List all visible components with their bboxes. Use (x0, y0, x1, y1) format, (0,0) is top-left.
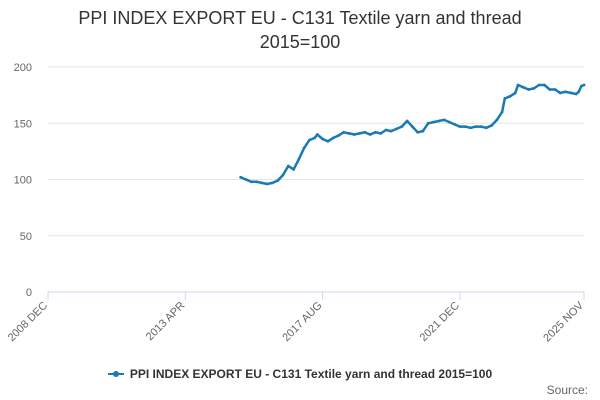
data-point (286, 164, 290, 168)
data-point (508, 94, 512, 98)
data-point (400, 125, 404, 128)
data-point (537, 83, 541, 87)
data-point (321, 137, 324, 141)
series-group (239, 83, 586, 186)
data-point (358, 132, 361, 135)
data-point (577, 90, 581, 94)
data-point (513, 91, 517, 95)
data-point (239, 175, 243, 179)
data-point (490, 124, 493, 127)
chart-legend[interactable]: PPI INDEX EXPORT EU - C131 Textile yarn … (0, 366, 600, 382)
data-point (405, 119, 409, 123)
data-point (479, 125, 483, 128)
data-point (260, 181, 264, 185)
data-point (553, 88, 557, 91)
data-point (389, 129, 393, 133)
data-point (582, 83, 586, 87)
grid-lines (48, 66, 584, 237)
data-point (281, 173, 285, 177)
data-point (411, 125, 414, 128)
data-point (308, 138, 311, 142)
data-point (548, 88, 552, 91)
data-point (244, 178, 248, 181)
x-tick-label: 2013 APR (144, 300, 188, 344)
x-axis: 2008 DEC 2013 APR 2017 AUG 2021 DEC 2025 NOV (6, 291, 587, 344)
data-point (558, 91, 562, 95)
legend-swatch-icon (107, 370, 124, 377)
y-axis-ticks: 0 50 100 150 200 (14, 62, 32, 299)
data-point (302, 146, 306, 150)
data-point (347, 132, 351, 135)
data-point (432, 120, 435, 124)
series-line (239, 83, 586, 186)
data-point (574, 92, 578, 96)
data-point (297, 157, 301, 161)
data-point (474, 125, 478, 128)
x-tick-label: 2021 DEC (418, 300, 462, 344)
data-point (363, 130, 367, 134)
data-point (458, 125, 462, 128)
data-point (313, 136, 317, 140)
x-tick-label: 2008 DEC (6, 300, 50, 344)
data-point (374, 130, 377, 134)
data-point (437, 119, 441, 123)
data-point (527, 88, 530, 91)
chart-title-line-2: 2015=100 (259, 32, 341, 52)
x-tick-label: 2017 AUG (280, 300, 324, 344)
data-point (500, 110, 504, 114)
chart-title-line-1: PPI INDEX EXPORT EU - C131 Textile yarn … (78, 8, 522, 28)
data-point (265, 182, 269, 186)
data-point (331, 136, 335, 140)
data-point (326, 139, 330, 143)
data-point (379, 132, 383, 135)
chart-title: PPI INDEX EXPORT EU - C131 Textile yarn … (0, 6, 600, 54)
data-point (342, 130, 346, 134)
data-point (516, 83, 520, 87)
data-point (421, 129, 425, 133)
y-tick-label: 100 (14, 175, 32, 187)
y-tick-label: 50 (20, 231, 32, 243)
data-point (453, 123, 456, 126)
data-point (569, 91, 573, 95)
x-tick-label: 2025 NOV (541, 299, 586, 344)
data-point (384, 128, 388, 132)
data-point (532, 87, 536, 90)
data-point (276, 179, 280, 183)
y-tick-label: 0 (26, 287, 32, 299)
data-point (426, 121, 430, 125)
data-point (271, 181, 274, 185)
data-point (521, 85, 525, 89)
data-point (416, 130, 420, 134)
data-point (315, 133, 319, 136)
data-point (292, 168, 295, 171)
data-point (543, 83, 546, 87)
credits-source[interactable]: Source: (546, 383, 588, 397)
data-point (495, 118, 499, 122)
data-point (368, 133, 372, 136)
y-tick-label: 150 (14, 118, 32, 130)
data-point (469, 126, 472, 130)
data-point (442, 118, 446, 122)
data-point (352, 133, 356, 136)
data-point (463, 125, 467, 128)
data-point (580, 84, 583, 88)
data-point (564, 90, 567, 94)
data-point (447, 120, 451, 124)
data-point (484, 126, 488, 130)
data-point (503, 97, 507, 100)
data-point (249, 180, 253, 184)
data-point (337, 134, 340, 138)
data-point (255, 180, 258, 184)
legend-label: PPI INDEX EXPORT EU - C131 Textile yarn … (129, 367, 493, 381)
data-point (395, 127, 398, 131)
y-tick-label: 200 (14, 62, 32, 74)
